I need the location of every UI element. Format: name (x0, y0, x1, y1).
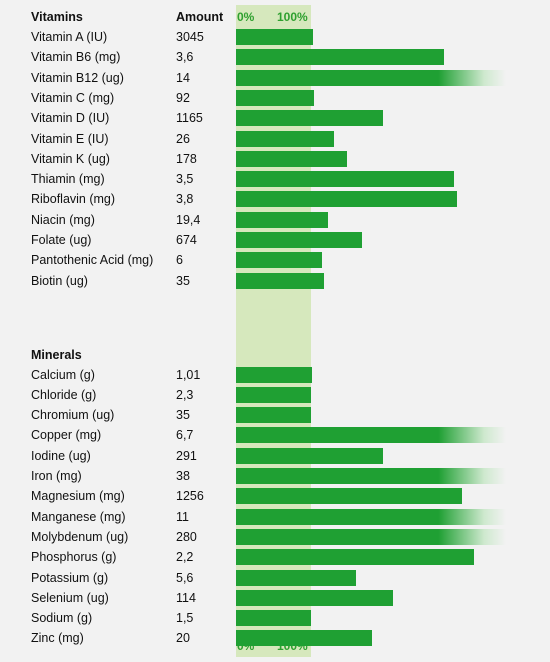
nutrient-amount: 35 (176, 408, 190, 423)
bar-niacin-mg- (236, 211, 328, 228)
nutrient-name: Folate (ug) (31, 233, 92, 247)
nutrient-name: Niacin (mg) (31, 212, 95, 227)
bar-folate-ug- (236, 232, 362, 248)
bar-potassium-g- (236, 569, 356, 586)
nutrient-name: Phosphorus (g) (31, 550, 117, 565)
bar-biotin-ug- (236, 272, 324, 289)
nutrient-name: Vitamin K (ug) (31, 151, 110, 166)
nutrient-amount: 1,01 (176, 367, 201, 382)
bar-vitamin-e-iu- (236, 130, 334, 147)
nutrient-amount: 3045 (176, 30, 204, 44)
nutrient-amount: 178 (176, 151, 197, 166)
bar-vitamin-b12-ug- (236, 69, 506, 86)
bar-calcium-g- (236, 366, 312, 383)
nutrient-amount: 280 (176, 529, 197, 544)
axis-tick-100-top: 100% (277, 10, 308, 24)
nutrient-amount: 674 (176, 233, 197, 247)
nutrient-amount: 19,4 (176, 212, 201, 227)
bar-vitamin-c-mg- (236, 89, 314, 106)
nutrient-amount: 1165 (176, 111, 203, 126)
bar-molybdenum-ug- (236, 528, 506, 545)
nutrient-amount: 11 (176, 509, 189, 524)
nutrient-name: Magnesium (mg) (31, 489, 125, 504)
nutrient-amount: 20 (176, 631, 190, 646)
nutrient-name: Vitamin B6 (mg) (31, 50, 121, 65)
nutrient-amount: 1256 (176, 489, 204, 504)
axis-tick-0-top: 0% (237, 10, 255, 24)
nutrient-name: Calcium (g) (31, 367, 95, 382)
bar-iron-mg- (236, 468, 506, 484)
bar-iodine-ug- (236, 447, 383, 464)
nutrient-amount: 2,2 (176, 550, 194, 565)
nutrient-amount: 3,5 (176, 172, 194, 187)
group-header-vitamins: Vitamins (31, 10, 83, 24)
nutrient-name: Sodium (g) (31, 611, 93, 626)
nutrient-amount: 2,3 (176, 387, 194, 402)
bar-zinc-mg- (236, 630, 372, 647)
bar-vitamin-a-iu- (236, 29, 313, 45)
nutrient-amount: 35 (176, 273, 190, 288)
nutrient-name: Thiamin (mg) (31, 172, 105, 187)
bar-manganese-mg- (236, 508, 506, 525)
nutrient-amount: 26 (176, 131, 190, 146)
nutrient-name: Molybdenum (ug) (31, 529, 129, 544)
nutrient-name: Potassium (g) (31, 570, 109, 585)
nutrient-name: Iodine (ug) (31, 448, 91, 463)
nutrient-name: Vitamin A (IU) (31, 30, 108, 44)
nutrient-name: Copper (mg) (31, 428, 102, 443)
bar-vitamin-k-ug- (236, 150, 347, 167)
nutrient-name: Manganese (mg) (31, 509, 126, 524)
nutrient-amount: 38 (176, 469, 190, 483)
bar-copper-mg- (236, 427, 506, 444)
bar-vitamin-d-iu- (236, 110, 383, 127)
bar-sodium-g- (236, 610, 311, 627)
nutrient-amount: 291 (176, 448, 197, 463)
nutrient-amount: 114 (176, 590, 196, 605)
nutrient-name: Chloride (g) (31, 387, 97, 402)
group-header-minerals: Minerals (31, 347, 82, 362)
nutrient-name: Riboflavin (mg) (31, 192, 116, 207)
nutrient-name: Selenium (ug) (31, 590, 109, 605)
nutrient-name: Vitamin B12 (ug) (31, 70, 124, 85)
bar-chromium-ug- (236, 407, 311, 424)
nutrient-amount: 14 (176, 70, 190, 85)
bar-magnesium-mg- (236, 488, 462, 505)
amount-column-header: Amount (176, 10, 224, 24)
bar-selenium-ug- (236, 589, 393, 606)
nutrient-amount: 3,8 (176, 192, 194, 207)
nutrient-amount: 1,5 (176, 611, 194, 626)
nutrient-amount: 6 (176, 253, 183, 268)
nutrient-name: Vitamin D (IU) (31, 111, 110, 126)
nutrient-amount: 92 (176, 90, 190, 105)
nutrient-name: Vitamin E (IU) (31, 131, 109, 146)
bar-thiamin-mg- (236, 171, 455, 188)
nutrient-name: Biotin (ug) (31, 273, 88, 288)
bar-phosphorus-g- (236, 549, 474, 566)
nutrient-name: Zinc (mg) (31, 631, 84, 646)
bar-vitamin-b6-mg- (236, 49, 444, 66)
nutrient-name: Iron (mg) (31, 469, 82, 483)
nutrient-amount: 5,6 (176, 570, 194, 585)
bar-chloride-g- (236, 386, 311, 403)
nutrient-amount: 6,7 (176, 428, 194, 443)
nutrient-name: Vitamin C (mg) (31, 90, 115, 105)
nutrient-amount: 3,6 (176, 50, 194, 65)
bar-pantothenic-acid-mg- (236, 252, 322, 269)
bar-riboflavin-mg- (236, 191, 458, 208)
nutrient-name: Pantothenic Acid (mg) (31, 253, 154, 268)
nutrient-name: Chromium (ug) (31, 408, 115, 423)
